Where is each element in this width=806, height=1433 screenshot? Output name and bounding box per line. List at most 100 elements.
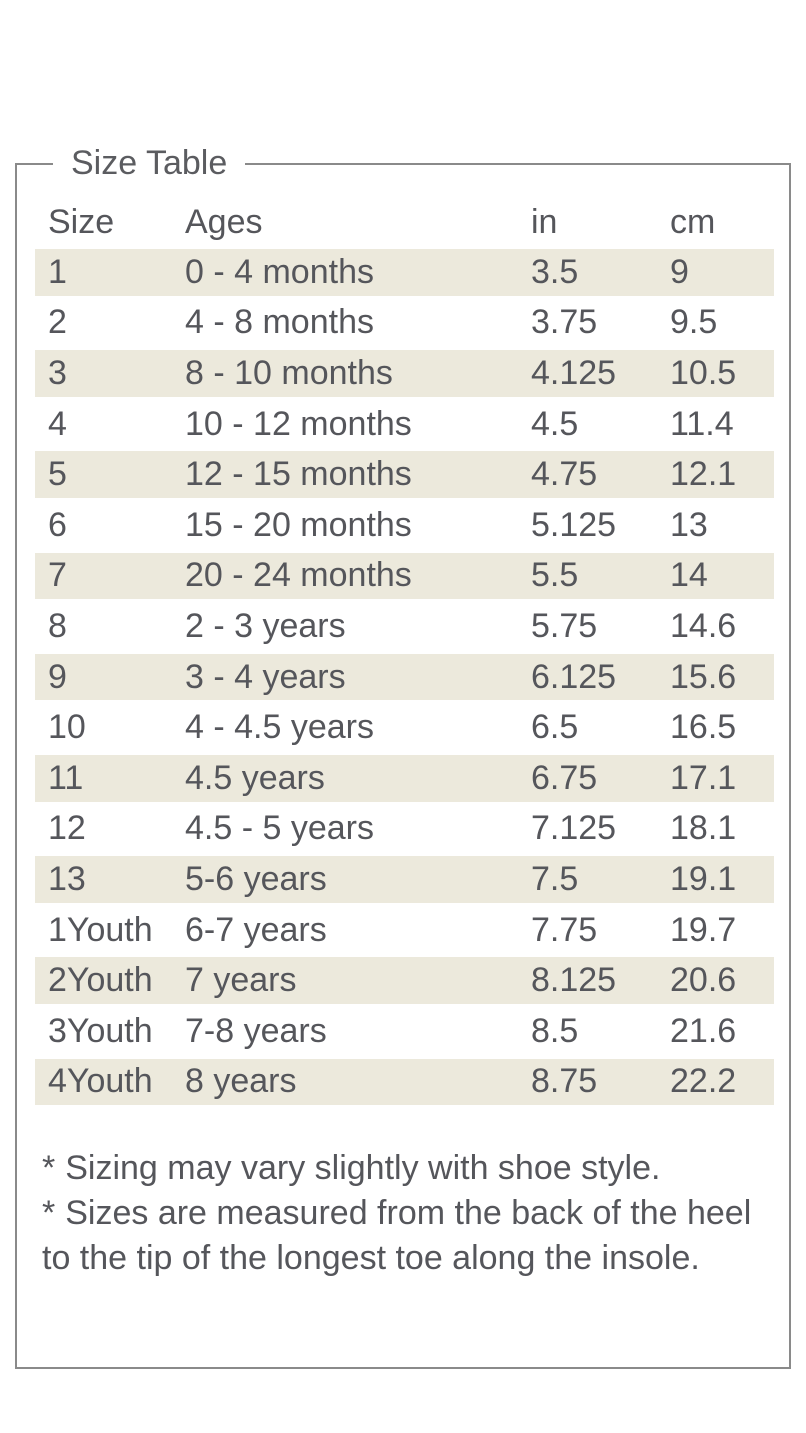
table-row: 5 12 - 15 months 4.75 12.1 — [35, 449, 774, 500]
table-row: 1 0 - 4 months 3.5 9 — [35, 247, 774, 298]
cell-in: 8.5 — [531, 1011, 579, 1050]
table-row: 4 10 - 12 months 4.5 11.4 — [35, 399, 774, 450]
cell-ages: 4.5 years — [185, 758, 325, 797]
cell-size: 1 — [48, 252, 67, 291]
cell-ages: 20 - 24 months — [185, 556, 412, 595]
cell-in: 5.5 — [531, 556, 579, 595]
table-row: 13 5-6 years 7.5 19.1 — [35, 854, 774, 905]
cell-ages: 7-8 years — [185, 1011, 327, 1050]
cell-ages: 3 - 4 years — [185, 657, 346, 696]
column-header-in: in — [531, 202, 558, 241]
footnote-text: Sizes are measured from the back of the … — [42, 1194, 752, 1277]
cell-ages: 12 - 15 months — [185, 455, 412, 494]
table-header-row: Size Ages in cm — [35, 197, 774, 247]
cell-in: 3.75 — [531, 303, 598, 342]
cell-ages: 7 years — [185, 961, 297, 1000]
cell-size: 2 — [48, 303, 67, 342]
cell-in: 3.5 — [531, 252, 579, 291]
cell-ages: 10 - 12 months — [185, 404, 412, 443]
cell-size: 8 — [48, 606, 67, 645]
table-row: 11 4.5 years 6.75 17.1 — [35, 752, 774, 804]
cell-in: 5.75 — [531, 606, 598, 645]
table-row: 3Youth 7-8 years 8.5 21.6 — [35, 1006, 774, 1057]
cell-ages: 15 - 20 months — [185, 505, 412, 544]
cell-in: 4.125 — [531, 353, 617, 392]
table-row: 12 4.5 - 5 years 7.125 18.1 — [35, 804, 774, 855]
cell-size: 13 — [48, 859, 86, 898]
table-row: 1Youth 6-7 years 7.75 19.7 — [35, 905, 774, 956]
cell-cm: 22.2 — [670, 1062, 737, 1101]
cell-size: 1Youth — [48, 910, 153, 949]
column-header-cm: cm — [670, 202, 716, 241]
cell-cm: 16.5 — [670, 708, 737, 747]
cell-in: 6.75 — [531, 758, 598, 797]
cell-in: 7.75 — [531, 910, 598, 949]
cell-cm: 14 — [670, 556, 708, 595]
cell-in: 8.125 — [531, 961, 617, 1000]
cell-ages: 6-7 years — [185, 910, 327, 949]
cell-size: 3Youth — [48, 1011, 153, 1050]
table-row: 3 8 - 10 months 4.125 10.5 — [35, 348, 774, 399]
cell-ages: 4 - 4.5 years — [185, 708, 374, 747]
footnotes: * Sizing may vary slightly with shoe styl… — [42, 1146, 772, 1281]
column-header-ages: Ages — [185, 202, 263, 241]
table-row: 6 15 - 20 months 5.125 13 — [35, 500, 774, 551]
cell-cm: 9 — [670, 252, 689, 291]
cell-in: 4.75 — [531, 455, 598, 494]
cell-ages: 2 - 3 years — [185, 606, 346, 645]
cell-in: 7.125 — [531, 809, 617, 848]
table-row: 2 4 - 8 months 3.75 9.5 — [35, 298, 774, 349]
table-row: 10 4 - 4.5 years 6.5 16.5 — [35, 702, 774, 753]
cell-in: 6.5 — [531, 708, 579, 747]
cell-ages: 0 - 4 months — [185, 252, 374, 291]
footnote: * Sizing may vary slightly with shoe styl… — [42, 1146, 772, 1191]
size-table-body: 1 0 - 4 months 3.5 9 2 4 - 8 months 3.75 9.5 3 8 … — [35, 247, 774, 1108]
cell-size: 9 — [48, 657, 67, 696]
cell-cm: 11.4 — [670, 404, 734, 443]
cell-cm: 18.1 — [670, 809, 737, 848]
cell-cm: 19.7 — [670, 910, 737, 949]
cell-size: 4 — [48, 404, 67, 443]
cell-ages: 5-6 years — [185, 859, 327, 898]
cell-ages: 4.5 - 5 years — [185, 809, 374, 848]
cell-size: 4Youth — [48, 1062, 153, 1101]
cell-cm: 10.5 — [670, 353, 737, 392]
column-header-size: Size — [48, 202, 115, 241]
asterisk-bullet: * — [42, 1149, 56, 1187]
cell-cm: 15.6 — [670, 657, 737, 696]
cell-size: 2Youth — [48, 961, 153, 1000]
table-row: 4Youth 8 years 8.75 22.2 — [35, 1056, 774, 1108]
cell-in: 7.5 — [531, 859, 579, 898]
cell-ages: 4 - 8 months — [185, 303, 374, 342]
cell-size: 12 — [48, 809, 86, 848]
cell-cm: 9.5 — [670, 303, 718, 342]
cell-size: 10 — [48, 708, 86, 747]
cell-in: 6.125 — [531, 657, 617, 696]
cell-size: 3 — [48, 353, 67, 392]
size-table-title: Size Table — [53, 141, 246, 185]
cell-cm: 12.1 — [670, 455, 737, 494]
cell-cm: 20.6 — [670, 961, 737, 1000]
table-row: 8 2 - 3 years 5.75 14.6 — [35, 601, 774, 652]
table-row: 2Youth 7 years 8.125 20.6 — [35, 955, 774, 1006]
cell-size: 7 — [48, 556, 67, 595]
cell-cm: 21.6 — [670, 1011, 737, 1050]
table-row: 9 3 - 4 years 6.125 15.6 — [35, 651, 774, 703]
cell-size: 5 — [48, 455, 67, 494]
table-row: 7 20 - 24 months 5.5 14 — [35, 550, 774, 602]
footnote: * Sizes are measured from the back of the… — [42, 1191, 772, 1281]
asterisk-bullet: * — [42, 1194, 56, 1232]
cell-size: 6 — [48, 505, 67, 544]
cell-cm: 17.1 — [670, 758, 737, 797]
cell-cm: 14.6 — [670, 606, 737, 645]
cell-ages: 8 years — [185, 1062, 297, 1101]
cell-cm: 19.1 — [670, 859, 737, 898]
footnote-text: Sizing may vary slightly with shoe style… — [65, 1149, 661, 1187]
cell-in: 5.125 — [531, 505, 617, 544]
cell-in: 8.75 — [531, 1062, 598, 1101]
cell-in: 4.5 — [531, 404, 579, 443]
cell-ages: 8 - 10 months — [185, 353, 393, 392]
size-table: Size Ages in cm 1 0 - 4 months 3.5 9 2 4 - 8 … — [35, 197, 774, 1108]
cell-cm: 13 — [670, 505, 708, 544]
cell-size: 11 — [48, 758, 84, 797]
